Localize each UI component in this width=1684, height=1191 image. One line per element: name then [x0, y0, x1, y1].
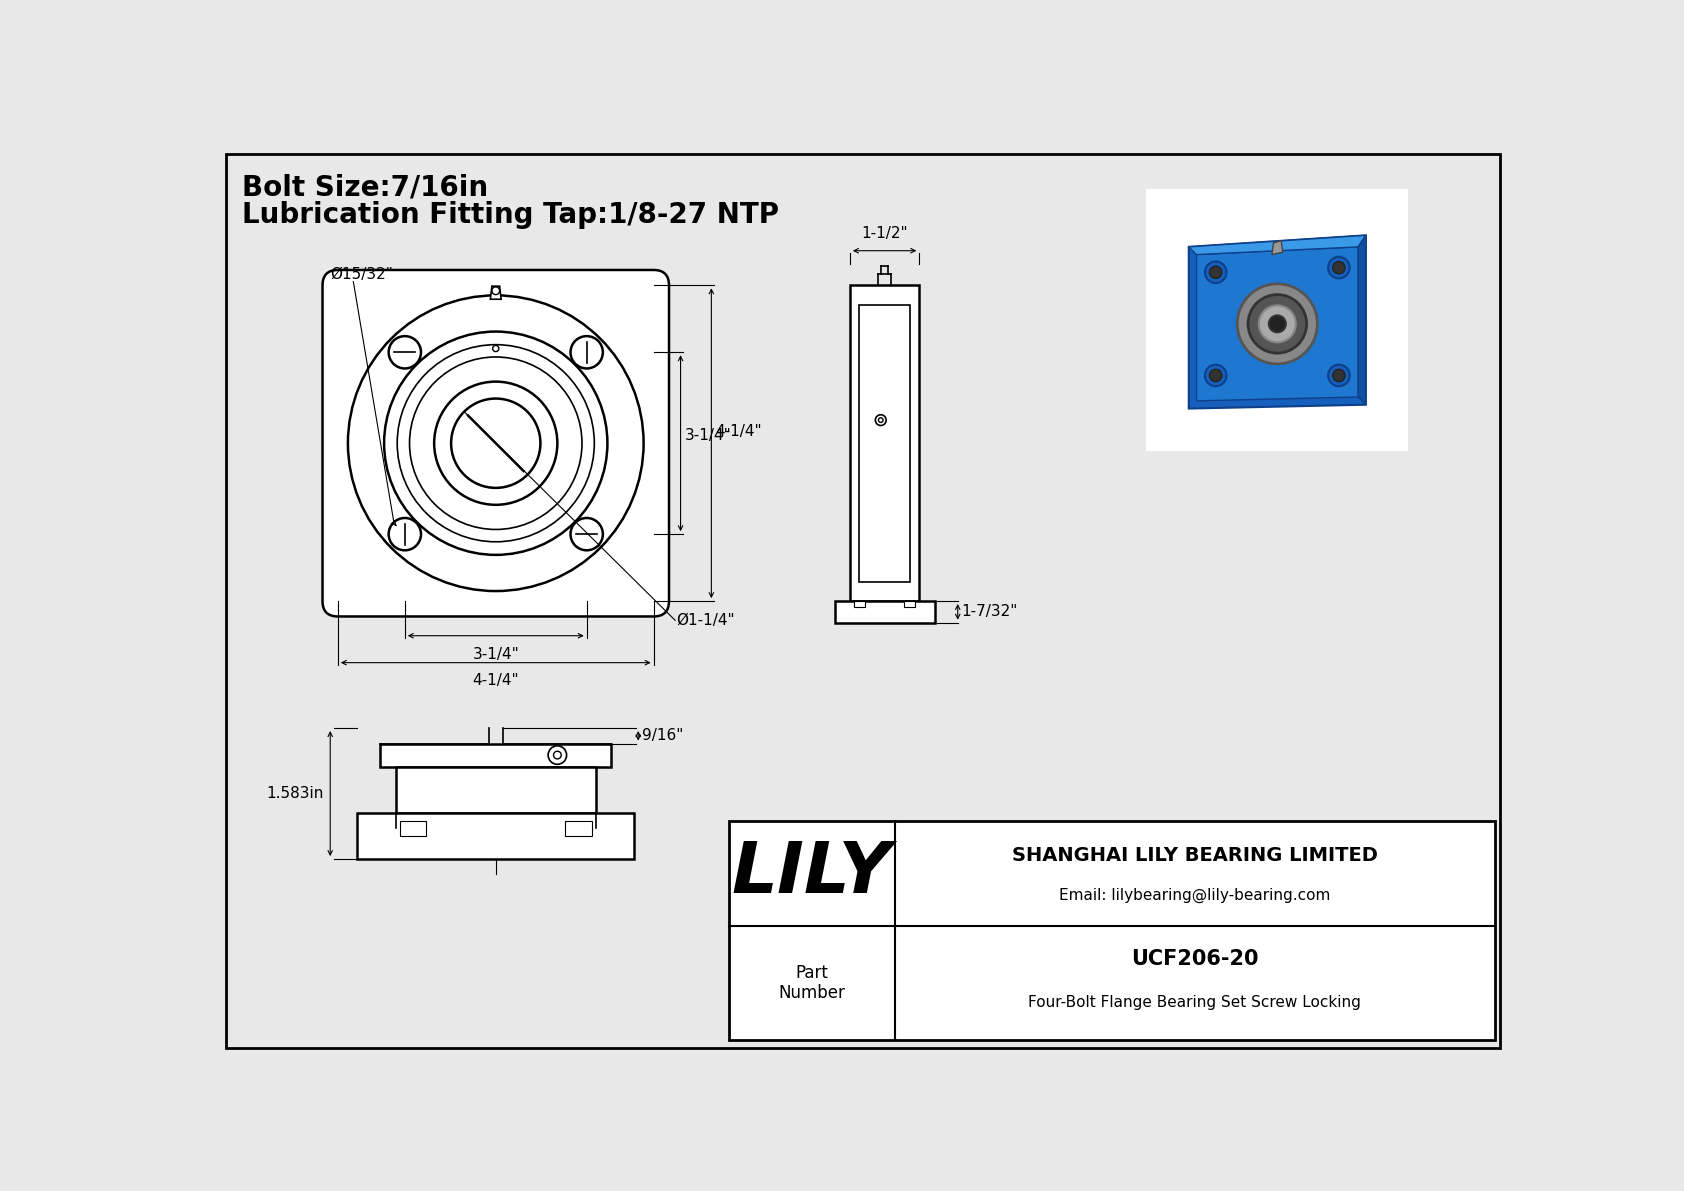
- Bar: [357, 812, 635, 859]
- Text: 4-1/4": 4-1/4": [716, 424, 761, 439]
- Polygon shape: [1189, 236, 1366, 409]
- Text: 1-7/32": 1-7/32": [962, 604, 1019, 619]
- Circle shape: [1248, 294, 1307, 353]
- Text: 3-1/4": 3-1/4": [684, 428, 731, 443]
- Polygon shape: [1271, 241, 1283, 255]
- Polygon shape: [1359, 236, 1366, 405]
- Circle shape: [1329, 257, 1349, 279]
- Bar: [904, 601, 916, 607]
- Circle shape: [1268, 316, 1287, 332]
- Bar: [729, 821, 1495, 1040]
- Circle shape: [547, 746, 566, 765]
- Text: Part
Number: Part Number: [778, 964, 845, 1003]
- Text: Lubrication Fitting Tap:1/8-27 NTP: Lubrication Fitting Tap:1/8-27 NTP: [242, 200, 778, 229]
- Bar: [854, 601, 866, 607]
- Circle shape: [1332, 262, 1346, 274]
- Circle shape: [554, 752, 561, 759]
- Bar: [850, 286, 919, 601]
- Text: 1-1/2": 1-1/2": [861, 226, 908, 242]
- Bar: [381, 743, 611, 767]
- Circle shape: [1209, 369, 1223, 381]
- Circle shape: [1209, 266, 1223, 279]
- Circle shape: [1332, 369, 1346, 381]
- Bar: [1147, 189, 1408, 451]
- Text: SHANGHAI LILY BEARING LIMITED: SHANGHAI LILY BEARING LIMITED: [1012, 846, 1378, 865]
- Bar: [859, 305, 909, 582]
- Text: 9/16": 9/16": [642, 729, 684, 743]
- Bar: [399, 821, 426, 836]
- Text: UCF206-20: UCF206-20: [1132, 949, 1258, 968]
- Text: ®: ®: [852, 852, 864, 865]
- Circle shape: [876, 414, 886, 425]
- Circle shape: [1206, 364, 1226, 386]
- Bar: [396, 767, 596, 812]
- Circle shape: [1260, 305, 1295, 342]
- Text: Bolt Size:7/16in: Bolt Size:7/16in: [242, 174, 488, 201]
- Text: Ø1-1/4": Ø1-1/4": [677, 613, 736, 628]
- Text: 3-1/4": 3-1/4": [473, 647, 519, 661]
- Text: 4-1/4": 4-1/4": [473, 673, 519, 688]
- Polygon shape: [1189, 236, 1366, 255]
- Circle shape: [1206, 262, 1226, 283]
- Text: Email: lilybearing@lily-bearing.com: Email: lilybearing@lily-bearing.com: [1059, 887, 1330, 903]
- Circle shape: [879, 418, 882, 423]
- Circle shape: [493, 345, 498, 351]
- Circle shape: [1238, 283, 1317, 364]
- FancyBboxPatch shape: [323, 270, 669, 617]
- Bar: [237, 227, 1177, 721]
- Polygon shape: [1196, 247, 1359, 401]
- Circle shape: [1329, 364, 1349, 386]
- Bar: [566, 821, 593, 836]
- Text: LILY: LILY: [731, 838, 891, 908]
- Text: 1.583in: 1.583in: [266, 786, 323, 802]
- Polygon shape: [490, 286, 502, 299]
- Text: Ø15/32": Ø15/32": [330, 267, 392, 281]
- Text: Four-Bolt Flange Bearing Set Screw Locking: Four-Bolt Flange Bearing Set Screw Locki…: [1029, 996, 1361, 1010]
- Bar: [835, 601, 935, 623]
